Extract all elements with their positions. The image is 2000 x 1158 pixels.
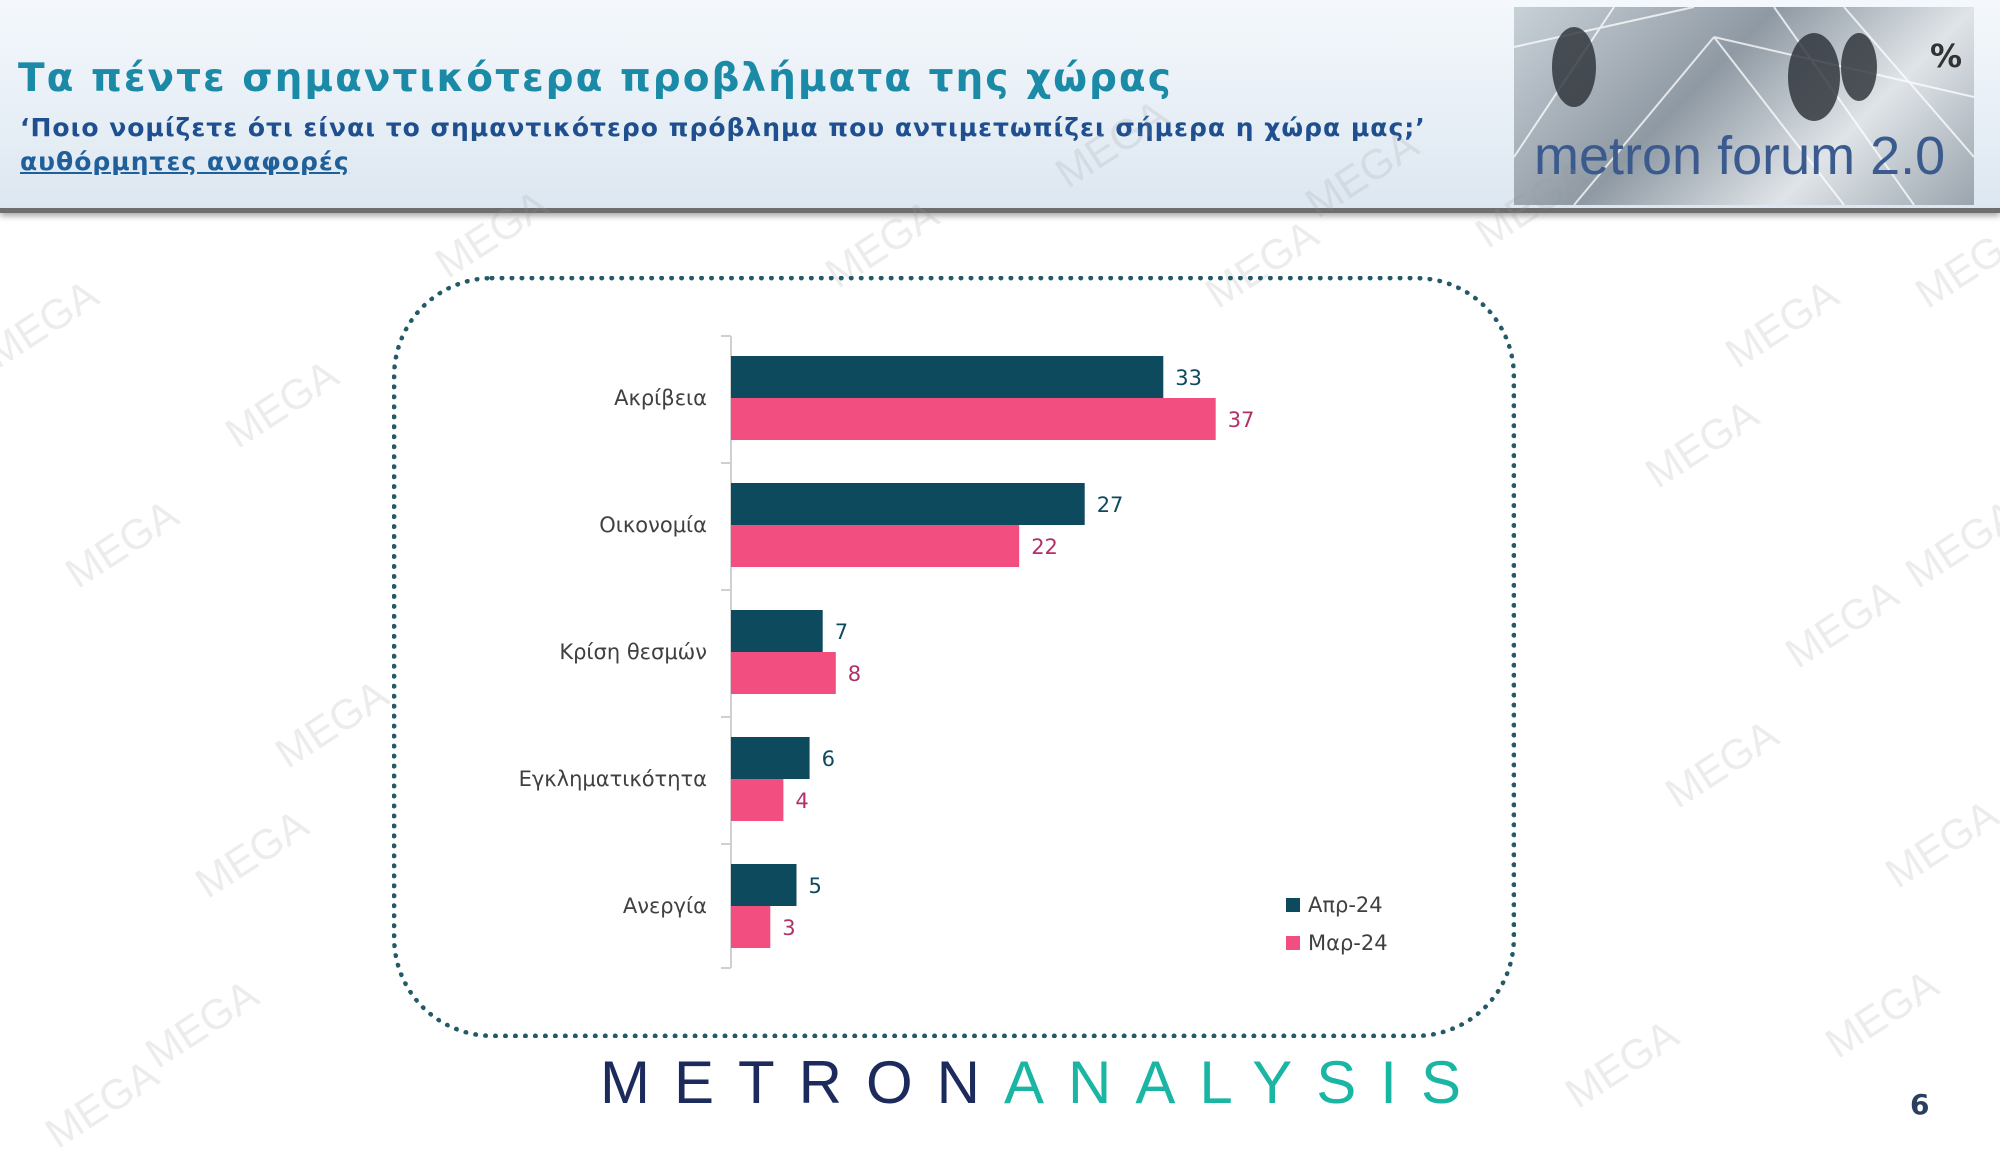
category-label: Εγκληματικότητα [519, 767, 707, 791]
bar-apr-24 [731, 864, 797, 906]
slide-header: Τα πέντε σημαντικότερα προβλήματα της χώ… [0, 0, 2000, 213]
legend-label: Μαρ-24 [1308, 931, 1388, 955]
legend-swatch [1286, 936, 1300, 950]
category-label: Ακρίβεια [614, 386, 707, 410]
bar-chart: Ακρίβεια 33 37 Οικονομία 27 22 Κρίση θεσμών 78 Ε… [519, 335, 1388, 969]
data-label: 4 [795, 789, 808, 813]
data-label: 5 [809, 874, 822, 898]
category-label: Κρίση θεσμών [559, 640, 707, 664]
data-label: 7 [835, 620, 848, 644]
question-text: ‘Ποιο νομίζετε ότι είναι το σημαντικότερ… [20, 113, 1426, 142]
legend-label: Απρ-24 [1308, 893, 1383, 917]
data-label: 37 [1228, 408, 1255, 432]
bar-apr-24 [731, 483, 1085, 525]
logo-text: metron forum 2.0 [1534, 126, 1946, 186]
data-label: 3 [782, 916, 795, 940]
data-label: 22 [1031, 535, 1058, 559]
data-label: 8 [848, 662, 861, 686]
brand-part-1: METRON [600, 1049, 1004, 1116]
data-label: 33 [1175, 366, 1202, 390]
percent-symbol: % [1930, 37, 1963, 75]
bar-mar-24 [731, 652, 836, 694]
page-number: 6 [1910, 1088, 1930, 1121]
bar-apr-24 [731, 737, 810, 779]
page-title: Τα πέντε σημαντικότερα προβλήματα της χώ… [18, 56, 1173, 101]
bar-mar-24 [731, 906, 771, 948]
data-label: 6 [822, 747, 835, 771]
bar-apr-24 [731, 356, 1164, 398]
bar-mar-24 [731, 398, 1216, 440]
response-type-note: αυθόρμητες αναφορές [20, 147, 350, 176]
bar-apr-24 [731, 610, 823, 652]
legend-swatch [1286, 898, 1300, 912]
logo-geometric-pattern [1514, 7, 1974, 205]
category-label: Ανεργία [623, 894, 707, 918]
bar-mar-24 [731, 779, 784, 821]
bar-mar-24 [731, 525, 1020, 567]
category-label: Οικονομία [599, 513, 707, 537]
metron-forum-logo: % metron forum 2.0 [1514, 7, 1974, 205]
brand-logo: METRONANALYSIS [600, 1048, 1485, 1117]
chart-frame [392, 276, 1516, 1038]
brand-part-2: ANALYSIS [1003, 1049, 1485, 1116]
data-label: 27 [1097, 493, 1124, 517]
